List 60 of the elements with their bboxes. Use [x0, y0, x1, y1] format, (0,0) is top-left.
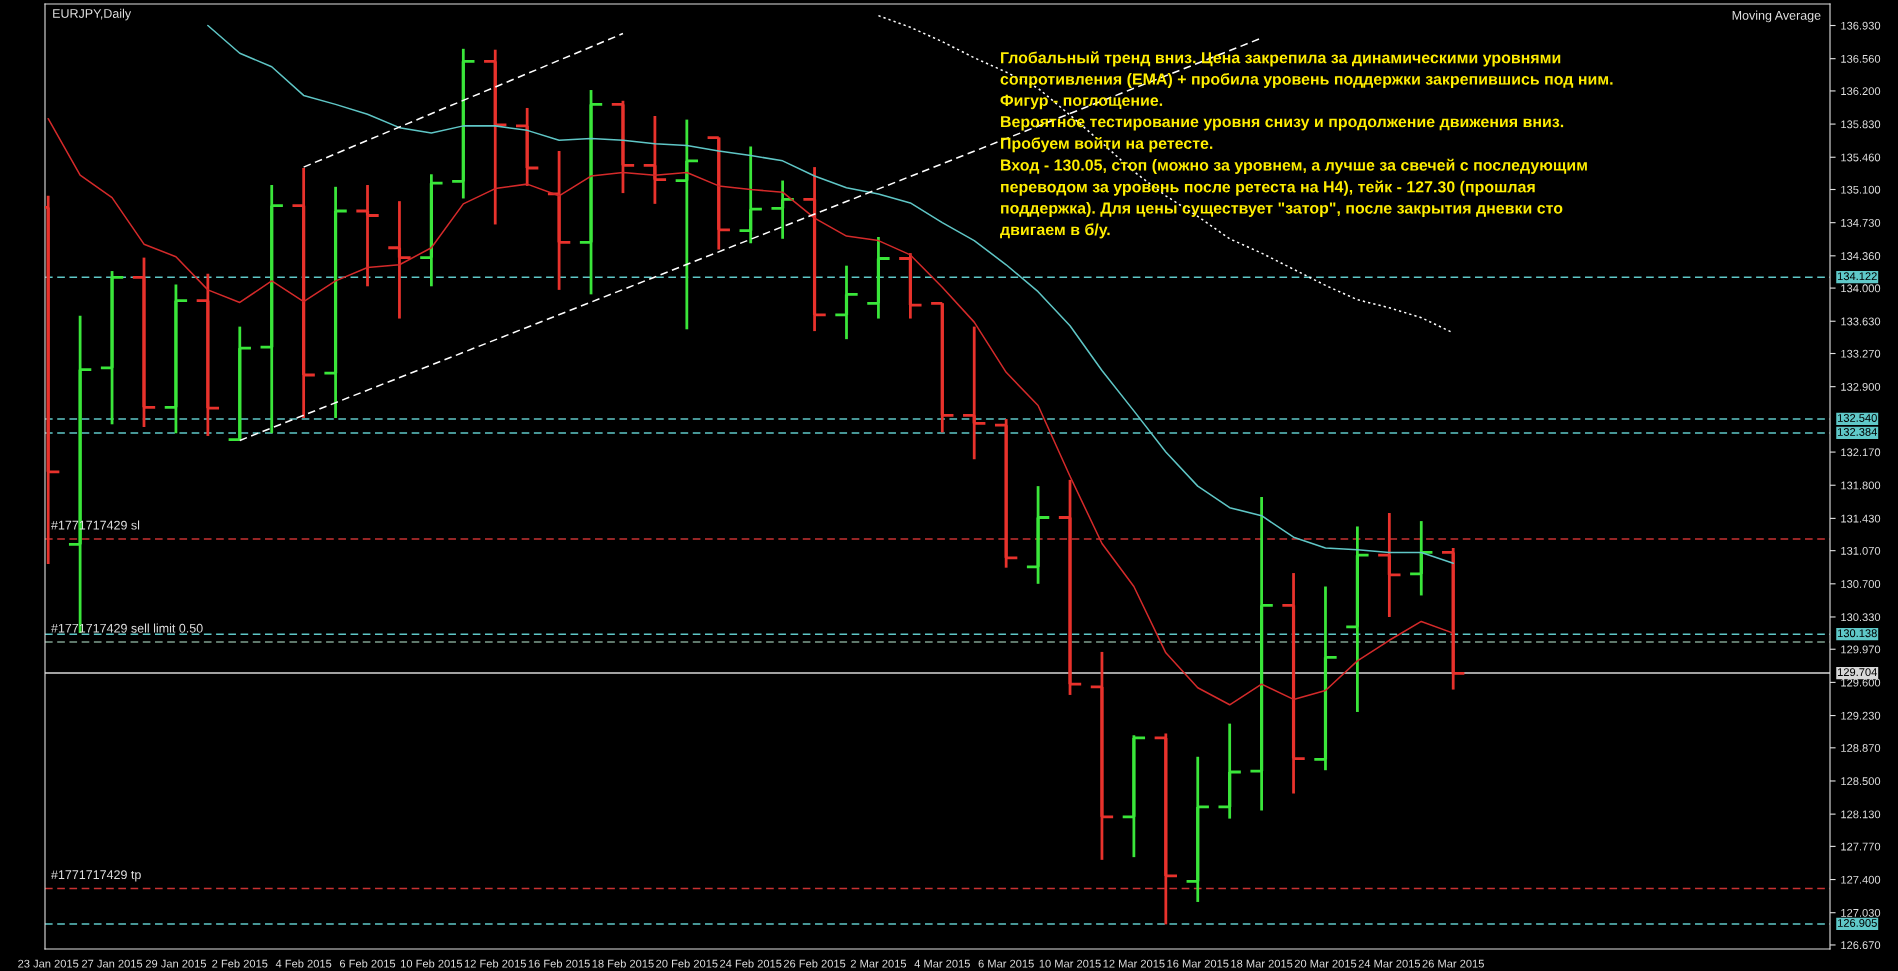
annotation: #1771717429 tp	[51, 870, 141, 882]
x-tick-label: 18 Mar 2015	[1231, 959, 1293, 968]
x-tick-label: 4 Mar 2015	[914, 959, 970, 968]
x-tick-label: 2 Feb 2015	[212, 959, 268, 968]
x-tick-label: 12 Mar 2015	[1103, 959, 1165, 968]
chart-title: EURJPY,Daily	[53, 8, 132, 21]
y-tick-label: 127.030	[1841, 908, 1881, 917]
x-tick-label: 26 Mar 2015	[1422, 959, 1484, 968]
text: Moving Average	[1732, 10, 1821, 23]
y-tick-label: 131.070	[1841, 546, 1881, 555]
y-tick-label: 135.830	[1841, 120, 1881, 129]
y-tick-label: 131.430	[1841, 514, 1881, 523]
x-tick-label: 6 Mar 2015	[978, 959, 1034, 968]
y-tick-label: 135.100	[1841, 185, 1881, 194]
ref-line-label: 129.704	[1837, 668, 1877, 677]
x-tick-label: 16 Feb 2015	[528, 959, 590, 968]
x-tick-label: 4 Feb 2015	[275, 959, 332, 968]
y-tick-label: 128.500	[1841, 777, 1881, 786]
y-tick-label: 130.330	[1841, 613, 1881, 622]
ref-line-label: 134.122	[1837, 272, 1877, 281]
y-tick-label: 133.630	[1841, 317, 1881, 326]
y-tick-label: 134.360	[1841, 252, 1881, 260]
y-tick-label: 127.400	[1841, 875, 1881, 884]
x-tick-label: 2 Mar 2015	[850, 959, 907, 968]
ref-line-label: 132.384	[1837, 428, 1877, 436]
y-tick-label: 127.770	[1841, 842, 1881, 851]
y-tick-label: 128.870	[1841, 744, 1881, 752]
y-tick-label: 129.230	[1841, 711, 1881, 720]
y-tick-label: 129.970	[1841, 645, 1881, 654]
x-tick-label: 10 Feb 2015	[401, 959, 463, 968]
y-tick-label: 136.200	[1841, 87, 1881, 96]
y-tick-label: 135.460	[1841, 153, 1881, 162]
y-tick-label: 128.130	[1841, 810, 1881, 819]
x-tick-label: 29 Jan 2015	[145, 959, 207, 968]
y-tick-label: 136.560	[1841, 54, 1881, 63]
ref-line-label: 130.138	[1837, 629, 1877, 638]
y-tick-label: 133.270	[1841, 349, 1881, 358]
x-tick-label: 24 Feb 2015	[720, 959, 782, 968]
x-tick-label: 6 Feb 2015	[339, 959, 396, 968]
y-tick-label: 130.700	[1841, 580, 1881, 588]
y-tick-label: 126.670	[1841, 941, 1881, 950]
x-tick-label: 24 Mar 2015	[1358, 959, 1421, 968]
y-tick-label: 134.000	[1841, 284, 1881, 293]
y-tick-label: 132.170	[1841, 448, 1881, 457]
x-tick-label: 10 Mar 2015	[1039, 959, 1101, 968]
x-tick-label: 20 Feb 2015	[656, 959, 718, 968]
ref-line-label: 126.905	[1837, 919, 1877, 927]
x-tick-label: 16 Mar 2015	[1167, 959, 1229, 968]
x-tick-label: 18 Feb 2015	[592, 959, 654, 968]
x-tick-label: 23 Jan 2015	[18, 959, 79, 968]
y-tick-label: 134.730	[1841, 218, 1881, 227]
x-tick-label: 26 Feb 2015	[783, 959, 846, 968]
y-tick-label: 136.930	[1841, 21, 1881, 30]
y-tick-label: 132.900	[1841, 382, 1881, 391]
x-tick-label: 12 Feb 2015	[464, 959, 526, 968]
x-tick-label: 20 Mar 2015	[1294, 959, 1357, 968]
x-tick-label: 27 Jan 2015	[82, 959, 143, 968]
ref-line-label: 132.540	[1837, 414, 1877, 422]
y-tick-label: 129.600	[1841, 678, 1881, 687]
y-tick-label: 131.800	[1841, 481, 1881, 490]
